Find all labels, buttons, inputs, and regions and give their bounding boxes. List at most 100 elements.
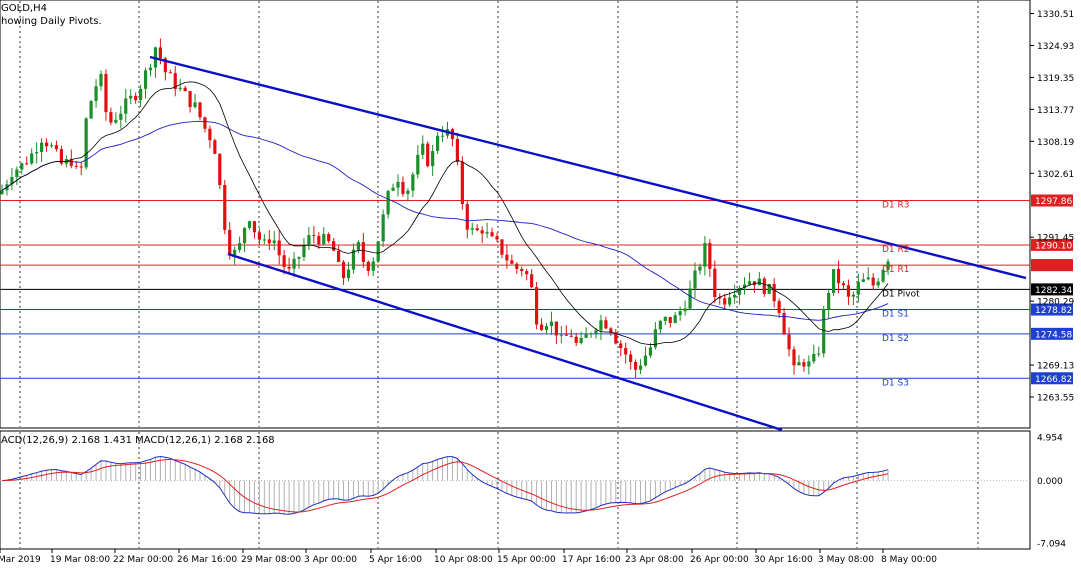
candle-body (554, 321, 558, 336)
candle-body (114, 119, 118, 123)
pivot-label: D1 R1 (882, 265, 910, 275)
candle-body (619, 343, 623, 349)
candle-body (742, 284, 747, 288)
time-tick-label: 19 Mar 08:00 (50, 555, 110, 565)
time-tick-label: 10 Apr 08:00 (434, 555, 493, 565)
candle-body (277, 240, 281, 256)
candle-body (797, 362, 801, 366)
candle-body (49, 145, 54, 147)
price-tick-label: 1280.29 (1037, 298, 1074, 308)
candle-body (99, 73, 103, 87)
candle-body (297, 257, 301, 259)
ma-fast-line (1, 81, 889, 346)
candle-body (539, 324, 544, 330)
candle-body (777, 301, 781, 313)
candle-body (886, 261, 890, 270)
trend-channel[interactable] (149, 55, 1027, 432)
price-tick-label: 1319.35 (1037, 74, 1074, 84)
macd-line (1, 455, 889, 515)
candle-body (228, 229, 232, 255)
candle-body (485, 232, 489, 234)
candle-body (525, 271, 529, 275)
candle-body (292, 258, 296, 269)
candle-body (386, 190, 390, 215)
candle-body (15, 169, 19, 178)
candle-body (747, 281, 752, 285)
price-axis: 1330.51 1324.93 1319.35 1313.77 1308.19 1302.… (1030, 10, 1074, 404)
candle-body (599, 320, 603, 331)
candle-body (158, 47, 162, 59)
price-tick-label: 1324.93 (1037, 42, 1074, 52)
candle-body (391, 187, 395, 191)
candlesticks (0, 38, 890, 378)
candle-body (411, 174, 415, 191)
candle-body (703, 243, 707, 267)
candle-body (401, 181, 405, 194)
candle-body (693, 270, 697, 289)
channel-lower-line[interactable] (227, 252, 783, 432)
time-tick-label: 30 Apr 16:00 (754, 555, 813, 565)
candle-body (817, 353, 821, 355)
macd-tick-label: 0.000 (1037, 477, 1063, 487)
candle-body (624, 348, 628, 355)
candle-body (40, 142, 44, 153)
pivot-label: D1 Pivot (882, 289, 920, 299)
time-tick-label: 15 Apr 00:00 (497, 555, 556, 565)
candle-body (876, 281, 880, 286)
candle-body (346, 269, 351, 279)
channel-upper-line[interactable] (149, 55, 1027, 280)
candle-body (109, 112, 113, 123)
candle-body (465, 203, 469, 230)
candle-body (668, 316, 672, 323)
candle-body (25, 163, 29, 165)
candle-body (341, 261, 346, 279)
candle-body (208, 128, 212, 141)
candle-body (10, 177, 14, 185)
time-tick-label: 8 May 00:00 (881, 555, 937, 565)
candle-body (74, 165, 78, 167)
candle-body (767, 283, 771, 294)
candle-body (866, 277, 870, 280)
candle-body (564, 334, 568, 336)
candle-body (653, 329, 657, 348)
candle-body (188, 91, 192, 108)
candle-body (549, 321, 554, 326)
candle-body (851, 294, 855, 297)
candle-body (861, 279, 865, 282)
time-tick-label: 26 Apr 00:00 (690, 555, 749, 565)
candle-body (460, 162, 464, 204)
candle-body (792, 349, 796, 366)
candle-body (787, 334, 791, 350)
candle-body (317, 235, 321, 245)
candle-body (396, 181, 400, 188)
candle-body (584, 334, 588, 338)
ma-slow-line (1, 120, 889, 321)
macd-label: ACD(12,26,9) 2.168 1.431 MACD(12,26,1) 2… (1, 435, 275, 446)
candle-body (59, 149, 63, 164)
candle-body (827, 292, 831, 310)
candle-body (416, 154, 420, 175)
candle-body (733, 294, 737, 298)
candle-body (812, 353, 816, 362)
candle-body (213, 140, 217, 154)
candle-body (440, 135, 445, 137)
candle-body (183, 87, 187, 92)
candle-body (267, 239, 271, 244)
candle-body (490, 232, 494, 237)
candle-body (723, 298, 727, 305)
candle-body (841, 283, 846, 286)
candle-body (218, 153, 222, 186)
candle-body (262, 239, 266, 241)
candle-body (871, 277, 875, 286)
candle-body (252, 221, 257, 233)
price-tick-label: 1330.51 (1037, 10, 1074, 20)
candle-body (381, 214, 385, 242)
candle-body (436, 135, 440, 151)
candle-body (406, 190, 410, 194)
candle-body (772, 283, 776, 302)
time-tick-label: Mar 2019 (0, 555, 41, 565)
candle-body (104, 73, 108, 113)
candle-body (544, 325, 549, 330)
candle-body (836, 269, 841, 284)
